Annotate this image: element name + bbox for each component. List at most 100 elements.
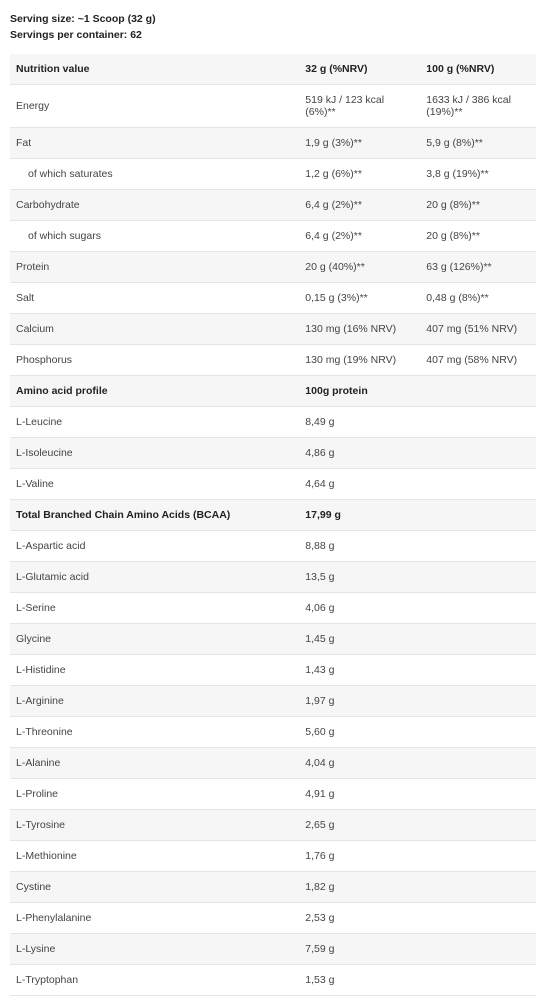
empty <box>420 375 536 406</box>
table-row: Total Branched Chain Amino Acids (BCAA)1… <box>10 499 536 530</box>
empty <box>420 530 536 561</box>
amino-label: L-Phenylalanine <box>10 902 299 933</box>
amino-value: 7,59 g <box>299 933 420 964</box>
table-row: Carbohydrate6,4 g (2%)**20 g (8%)** <box>10 189 536 220</box>
table-row: L-Serine4,06 g <box>10 592 536 623</box>
amino-label: Cystine <box>10 871 299 902</box>
header-amino-col: 100g protein <box>299 375 420 406</box>
table-row: Glycine1,45 g <box>10 623 536 654</box>
empty <box>420 902 536 933</box>
empty <box>420 592 536 623</box>
table-row: L-Alanine4,04 g <box>10 747 536 778</box>
nutrition-100g: 407 mg (51% NRV) <box>420 313 536 344</box>
table-row: L-Leucine8,49 g <box>10 406 536 437</box>
amino-label: Glycine <box>10 623 299 654</box>
amino-value: 4,86 g <box>299 437 420 468</box>
amino-value: 8,88 g <box>299 530 420 561</box>
nutrition-table: Nutrition value32 g (%NRV)100 g (%NRV)En… <box>10 54 536 996</box>
table-row: L-Glutamic acid13,5 g <box>10 561 536 592</box>
table-row: Protein20 g (40%)**63 g (126%)** <box>10 251 536 282</box>
nutrition-100g: 407 mg (58% NRV) <box>420 344 536 375</box>
amino-value: 1,82 g <box>299 871 420 902</box>
nutrition-label: Carbohydrate <box>10 189 299 220</box>
amino-value: 2,65 g <box>299 809 420 840</box>
table-row: L-Phenylalanine2,53 g <box>10 902 536 933</box>
nutrition-32g: 130 mg (16% NRV) <box>299 313 420 344</box>
amino-value: 1,53 g <box>299 964 420 995</box>
nutrition-32g: 1,2 g (6%)** <box>299 158 420 189</box>
amino-value: 1,76 g <box>299 840 420 871</box>
table-row: Cystine1,82 g <box>10 871 536 902</box>
nutrition-label: Energy <box>10 84 299 127</box>
table-row: L-Valine4,64 g <box>10 468 536 499</box>
amino-value: 1,43 g <box>299 654 420 685</box>
amino-label: L-Alanine <box>10 747 299 778</box>
empty <box>420 654 536 685</box>
nutrition-32g: 1,9 g (3%)** <box>299 127 420 158</box>
nutrition-label: Phosphorus <box>10 344 299 375</box>
amino-value: 4,64 g <box>299 468 420 499</box>
amino-label: L-Histidine <box>10 654 299 685</box>
empty <box>420 685 536 716</box>
amino-value: 1,45 g <box>299 623 420 654</box>
empty <box>420 964 536 995</box>
table-row: Salt0,15 g (3%)**0,48 g (8%)** <box>10 282 536 313</box>
amino-label: L-Serine <box>10 592 299 623</box>
table-row: L-Arginine1,97 g <box>10 685 536 716</box>
table-row: L-Isoleucine4,86 g <box>10 437 536 468</box>
table-row: L-Histidine1,43 g <box>10 654 536 685</box>
bcaa-label: Total Branched Chain Amino Acids (BCAA) <box>10 499 299 530</box>
nutrition-100g: 5,9 g (8%)** <box>420 127 536 158</box>
nutrition-label: Fat <box>10 127 299 158</box>
nutrition-32g: 20 g (40%)** <box>299 251 420 282</box>
amino-value: 4,06 g <box>299 592 420 623</box>
empty <box>420 747 536 778</box>
nutrition-32g: 0,15 g (3%)** <box>299 282 420 313</box>
empty <box>420 437 536 468</box>
amino-label: L-Tryptophan <box>10 964 299 995</box>
nutrition-100g: 0,48 g (8%)** <box>420 282 536 313</box>
empty <box>420 809 536 840</box>
header-32g: 32 g (%NRV) <box>299 54 420 85</box>
table-row: L-Tryptophan1,53 g <box>10 964 536 995</box>
bcaa-value: 17,99 g <box>299 499 420 530</box>
table-row: Phosphorus130 mg (19% NRV)407 mg (58% NR… <box>10 344 536 375</box>
header-nutrition: Nutrition value <box>10 54 299 85</box>
amino-label: L-Threonine <box>10 716 299 747</box>
empty <box>420 561 536 592</box>
nutrition-label: of which saturates <box>10 158 299 189</box>
header-amino: Amino acid profile <box>10 375 299 406</box>
empty <box>420 623 536 654</box>
empty <box>420 406 536 437</box>
amino-label: L-Tyrosine <box>10 809 299 840</box>
serving-size: Serving size: ~1 Scoop (32 g) <box>10 12 536 28</box>
empty <box>420 871 536 902</box>
amino-value: 8,49 g <box>299 406 420 437</box>
table-row: L-Methionine1,76 g <box>10 840 536 871</box>
table-row: L-Threonine5,60 g <box>10 716 536 747</box>
nutrition-label: Calcium <box>10 313 299 344</box>
amino-value: 2,53 g <box>299 902 420 933</box>
header-100g: 100 g (%NRV) <box>420 54 536 85</box>
nutrition-100g: 63 g (126%)** <box>420 251 536 282</box>
table-row: L-Proline4,91 g <box>10 778 536 809</box>
table-row: Fat1,9 g (3%)**5,9 g (8%)** <box>10 127 536 158</box>
nutrition-32g: 6,4 g (2%)** <box>299 189 420 220</box>
table-row: L-Aspartic acid8,88 g <box>10 530 536 561</box>
table-row: Nutrition value32 g (%NRV)100 g (%NRV) <box>10 54 536 85</box>
amino-label: L-Isoleucine <box>10 437 299 468</box>
amino-value: 4,91 g <box>299 778 420 809</box>
nutrition-100g: 20 g (8%)** <box>420 189 536 220</box>
nutrition-32g: 6,4 g (2%)** <box>299 220 420 251</box>
servings-per-container: Servings per container: 62 <box>10 28 536 44</box>
empty <box>420 468 536 499</box>
nutrition-label: of which sugars <box>10 220 299 251</box>
table-row: L-Tyrosine2,65 g <box>10 809 536 840</box>
nutrition-100g: 20 g (8%)** <box>420 220 536 251</box>
table-row: L-Lysine7,59 g <box>10 933 536 964</box>
table-row: of which sugars6,4 g (2%)**20 g (8%)** <box>10 220 536 251</box>
serving-info: Serving size: ~1 Scoop (32 g) Servings p… <box>10 12 536 44</box>
nutrition-32g: 519 kJ / 123 kcal (6%)** <box>299 84 420 127</box>
amino-label: L-Lysine <box>10 933 299 964</box>
table-row: of which saturates1,2 g (6%)**3,8 g (19%… <box>10 158 536 189</box>
